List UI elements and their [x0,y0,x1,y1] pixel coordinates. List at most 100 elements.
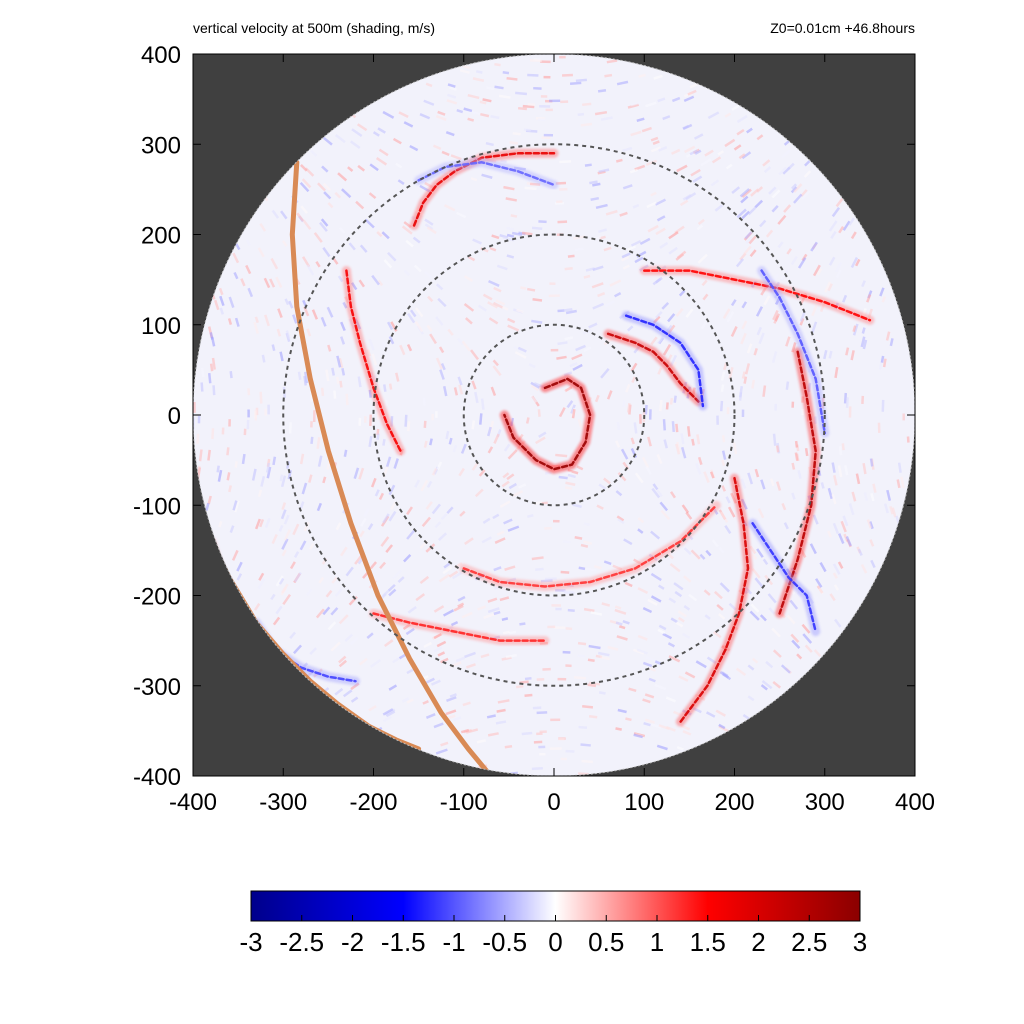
noise-cell [479,100,487,105]
noise-cell [730,299,737,307]
x-tick-label: 0 [547,789,560,816]
noise-cell [879,287,885,297]
noise-cell [488,317,499,325]
noise-cell [697,456,703,465]
range-ring [282,143,826,687]
noise-cell [445,709,457,716]
noise-cell [463,302,475,312]
noise-cell [300,164,308,172]
noise-cell [455,211,467,219]
noise-cell [793,183,803,193]
noise-cell [429,333,438,345]
noise-cell [357,376,362,388]
noise-cell [592,302,605,310]
noise-cell [650,146,662,153]
noise-cell [620,448,629,460]
noise-cell [521,231,533,236]
noise-cell [683,547,692,556]
noise-cell [605,209,618,216]
noise-cell [775,445,780,453]
noise-cell [591,282,604,289]
noise-cell [850,350,855,361]
noise-cell [276,328,282,337]
noise-cell [449,86,457,91]
noise-cell [449,693,457,698]
noise-cell [562,650,571,654]
noise-cell [500,159,507,163]
noise-cell [240,278,246,287]
noise-cell [628,687,637,693]
noise-cell [804,160,811,167]
noise-cell [424,270,433,279]
noise-cell [815,578,823,588]
noise-cell [226,472,231,481]
noise-cell [301,256,311,268]
noise-cell [627,325,634,332]
noise-cell [861,395,865,405]
noise-cell [441,150,450,157]
noise-cell [433,605,445,613]
noise-cell [564,336,574,341]
noise-cell [842,515,849,527]
noise-cell [797,470,802,479]
noise-cell [834,618,842,628]
range-ring [462,323,646,507]
noise-cell [582,704,594,709]
noise-cell [580,543,589,548]
noise-cell [371,353,378,366]
noise-cell [236,573,243,581]
noise-cell [233,500,240,513]
noise-cell [687,89,697,96]
noise-cell [583,540,593,545]
noise-cell [759,614,767,622]
noise-cell [835,197,844,208]
noise-cell [728,602,737,611]
noise-cell [371,274,380,286]
noise-cell [257,247,265,258]
noise-cell [419,575,430,585]
noise-cell [658,624,667,631]
noise-cell [317,455,323,467]
noise-cell [642,661,653,668]
noise-cell [781,149,792,159]
noise-cell [457,595,466,602]
noise-cell [819,562,827,573]
y-tick-label: 400 [141,42,181,69]
noise-cell [585,567,597,572]
noise-cell [443,562,451,569]
noise-cell [692,175,703,183]
noise-cell [533,500,543,506]
noise-cell [669,354,678,367]
noise-cell [322,182,332,192]
noise-cell [828,350,833,359]
noise-cell [325,369,330,382]
noise-cell [741,210,751,220]
noise-cell [584,163,592,167]
noise-cell [377,229,388,239]
noise-cell [630,437,635,445]
noise-cell [438,346,445,354]
noise-cell [650,336,658,346]
noise-cell [507,449,518,460]
noise-cell [578,566,586,571]
noise-cell [505,653,517,659]
noise-cell [650,136,659,142]
noise-cell [281,240,288,247]
noise-cell [471,420,476,430]
noise-cell [536,711,548,715]
noise-cell [521,731,533,736]
noise-cell [367,523,374,531]
noise-cell [211,428,215,440]
noise-cell [668,246,678,255]
noise-cell [517,346,527,353]
noise-cell [765,229,774,238]
noise-cell [336,355,342,368]
noise-cell [472,238,482,245]
noise-cell [498,94,511,99]
colorbar-tick-label: -1.5 [381,927,426,957]
noise-cell [309,647,318,656]
noise-cell [338,357,344,369]
noise-cell [689,149,698,156]
noise-cell [565,386,573,392]
